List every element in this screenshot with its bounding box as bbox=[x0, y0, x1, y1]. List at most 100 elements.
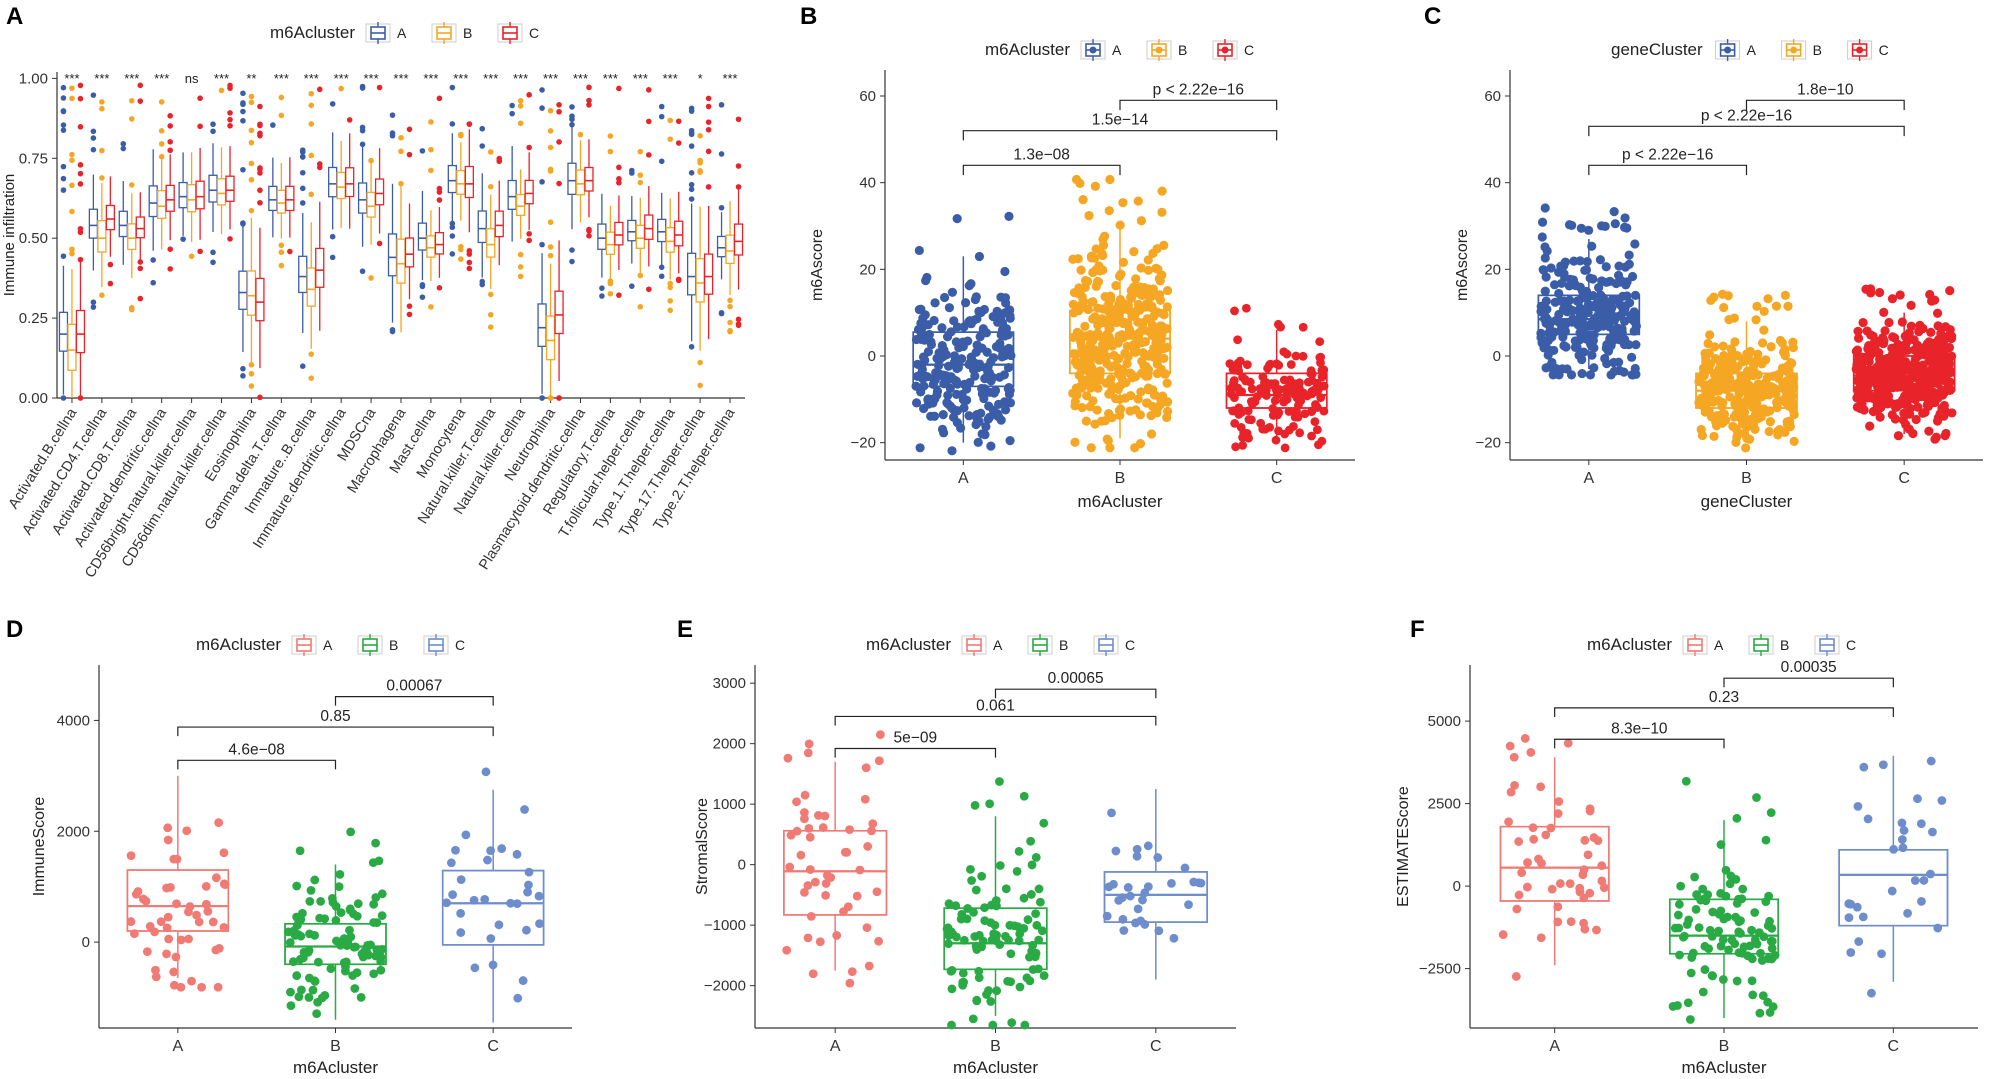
group-c: C bbox=[1102, 789, 1208, 1055]
bracket-line bbox=[334, 695, 494, 706]
data-point bbox=[1621, 280, 1631, 290]
box bbox=[477, 210, 487, 244]
data-point bbox=[1026, 836, 1035, 846]
data-point bbox=[1154, 290, 1165, 300]
data-point bbox=[162, 923, 172, 933]
data-point bbox=[1884, 317, 1894, 328]
data-point bbox=[1105, 174, 1115, 185]
data-point bbox=[1941, 428, 1951, 439]
group-c: C bbox=[441, 767, 545, 1055]
data-point bbox=[1592, 925, 1601, 935]
data-point bbox=[1674, 923, 1684, 933]
outlier bbox=[167, 147, 173, 154]
box-c bbox=[614, 85, 624, 298]
data-point bbox=[914, 245, 924, 256]
outlier bbox=[60, 108, 67, 115]
data-point bbox=[1900, 382, 1911, 392]
legend-label: B bbox=[1178, 42, 1187, 58]
data-point bbox=[947, 984, 957, 994]
data-point bbox=[1752, 793, 1761, 802]
data-point bbox=[1514, 890, 1524, 900]
significance-label: *** bbox=[124, 71, 139, 86]
data-point bbox=[1568, 306, 1578, 316]
data-point bbox=[1163, 406, 1173, 417]
data-point bbox=[1237, 387, 1247, 397]
data-point bbox=[822, 870, 832, 880]
data-point bbox=[356, 992, 366, 1002]
data-point bbox=[1088, 314, 1098, 324]
data-point bbox=[1709, 292, 1719, 302]
data-point bbox=[968, 1014, 978, 1024]
box bbox=[276, 189, 286, 214]
y-tick-label: 20 bbox=[1484, 261, 1501, 278]
data-point bbox=[1627, 271, 1638, 282]
data-point bbox=[1620, 334, 1630, 345]
data-point bbox=[1932, 346, 1942, 357]
data-point bbox=[1134, 327, 1145, 338]
data-point bbox=[1679, 932, 1688, 942]
data-point bbox=[1577, 368, 1587, 379]
data-point bbox=[1765, 1008, 1775, 1017]
data-point bbox=[1763, 294, 1773, 304]
data-point bbox=[989, 388, 999, 398]
data-point bbox=[1585, 804, 1595, 814]
data-point bbox=[1676, 881, 1686, 891]
x-axis-label: m6Acluster bbox=[293, 1058, 378, 1077]
data-point bbox=[1126, 292, 1136, 302]
data-point bbox=[1855, 377, 1865, 387]
outlier bbox=[278, 249, 285, 256]
data-point bbox=[523, 887, 532, 897]
data-point bbox=[928, 398, 938, 408]
data-point bbox=[1858, 317, 1868, 328]
outlier bbox=[607, 290, 614, 297]
outlier bbox=[338, 85, 344, 92]
data-point bbox=[1291, 351, 1301, 361]
outlier bbox=[240, 166, 246, 173]
data-point bbox=[1584, 225, 1594, 235]
box-a bbox=[328, 101, 338, 261]
data-point bbox=[1238, 440, 1248, 450]
outlier bbox=[569, 121, 575, 128]
data-point bbox=[1782, 366, 1793, 377]
data-point bbox=[1069, 349, 1079, 359]
x-tick-label: C bbox=[1898, 470, 1910, 487]
data-point bbox=[1148, 284, 1158, 294]
data-point bbox=[1844, 899, 1854, 909]
data-point bbox=[284, 927, 293, 937]
data-point bbox=[863, 842, 873, 851]
data-point bbox=[868, 819, 878, 829]
data-point bbox=[1858, 912, 1868, 922]
data-point bbox=[974, 973, 984, 983]
outlier bbox=[646, 286, 652, 293]
p-value-label: 1.3e−08 bbox=[1013, 146, 1069, 163]
outlier bbox=[539, 105, 545, 111]
outlier bbox=[188, 253, 195, 260]
data-point bbox=[1566, 917, 1576, 927]
data-point bbox=[1142, 398, 1152, 408]
data-point bbox=[1577, 322, 1588, 333]
outlier bbox=[517, 98, 524, 104]
data-point bbox=[142, 947, 152, 957]
data-point bbox=[169, 967, 179, 977]
outlier bbox=[496, 155, 503, 162]
data-point bbox=[1601, 262, 1611, 272]
data-point bbox=[1270, 396, 1280, 406]
outlier bbox=[99, 292, 105, 298]
data-point bbox=[1039, 971, 1049, 981]
data-point bbox=[1233, 335, 1242, 345]
box bbox=[345, 167, 355, 198]
box bbox=[246, 270, 257, 316]
legend: m6Acluster A B C bbox=[1587, 634, 1856, 656]
data-point bbox=[948, 412, 959, 422]
data-point bbox=[1086, 383, 1096, 393]
data-point bbox=[1114, 271, 1125, 281]
data-point bbox=[1861, 284, 1871, 294]
p-value-label: 1.8e−10 bbox=[1797, 81, 1854, 98]
outlier bbox=[278, 94, 285, 101]
data-point bbox=[1498, 930, 1508, 939]
outlier bbox=[137, 259, 144, 265]
data-point bbox=[1593, 836, 1603, 846]
box bbox=[627, 219, 637, 242]
data-point bbox=[1727, 345, 1737, 355]
panel-label: C bbox=[1424, 3, 1441, 30]
